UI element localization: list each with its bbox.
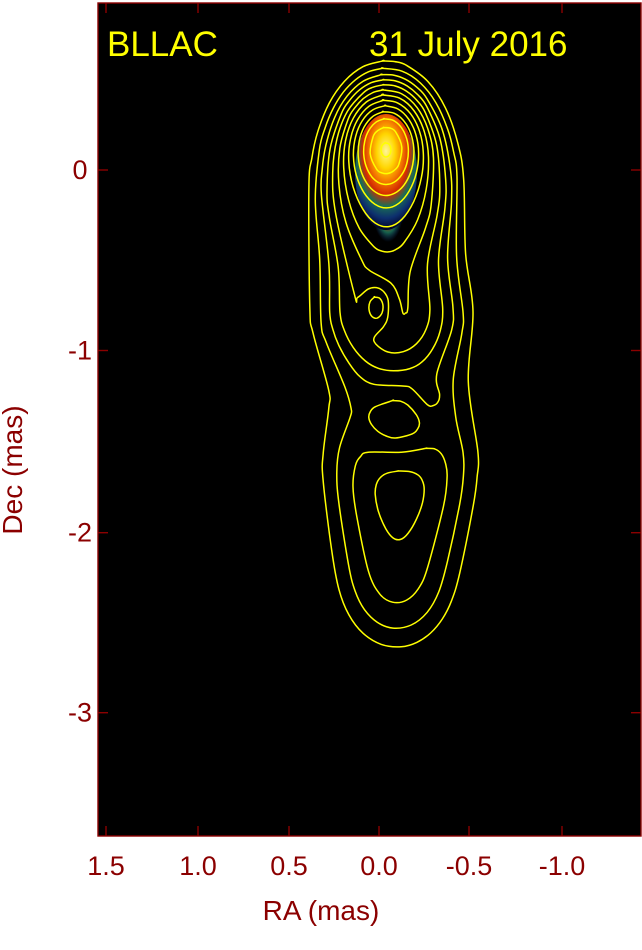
svg-text:1.0: 1.0 <box>179 851 217 881</box>
svg-text:-2: -2 <box>68 518 92 548</box>
svg-text:RA (mas): RA (mas) <box>263 895 380 926</box>
svg-text:31 July 2016: 31 July 2016 <box>369 25 567 64</box>
svg-text:-1: -1 <box>68 336 92 366</box>
svg-text:-3: -3 <box>68 698 92 728</box>
svg-text:0.5: 0.5 <box>270 851 308 881</box>
svg-text:0.0: 0.0 <box>360 851 398 881</box>
svg-text:Dec (mas): Dec (mas) <box>0 405 28 534</box>
svg-text:1.5: 1.5 <box>87 851 125 881</box>
svg-text:BLLAC: BLLAC <box>107 25 218 64</box>
svg-text:0: 0 <box>72 155 87 185</box>
svg-text:-0.5: -0.5 <box>446 851 493 881</box>
svg-text:-1.0: -1.0 <box>539 851 586 881</box>
